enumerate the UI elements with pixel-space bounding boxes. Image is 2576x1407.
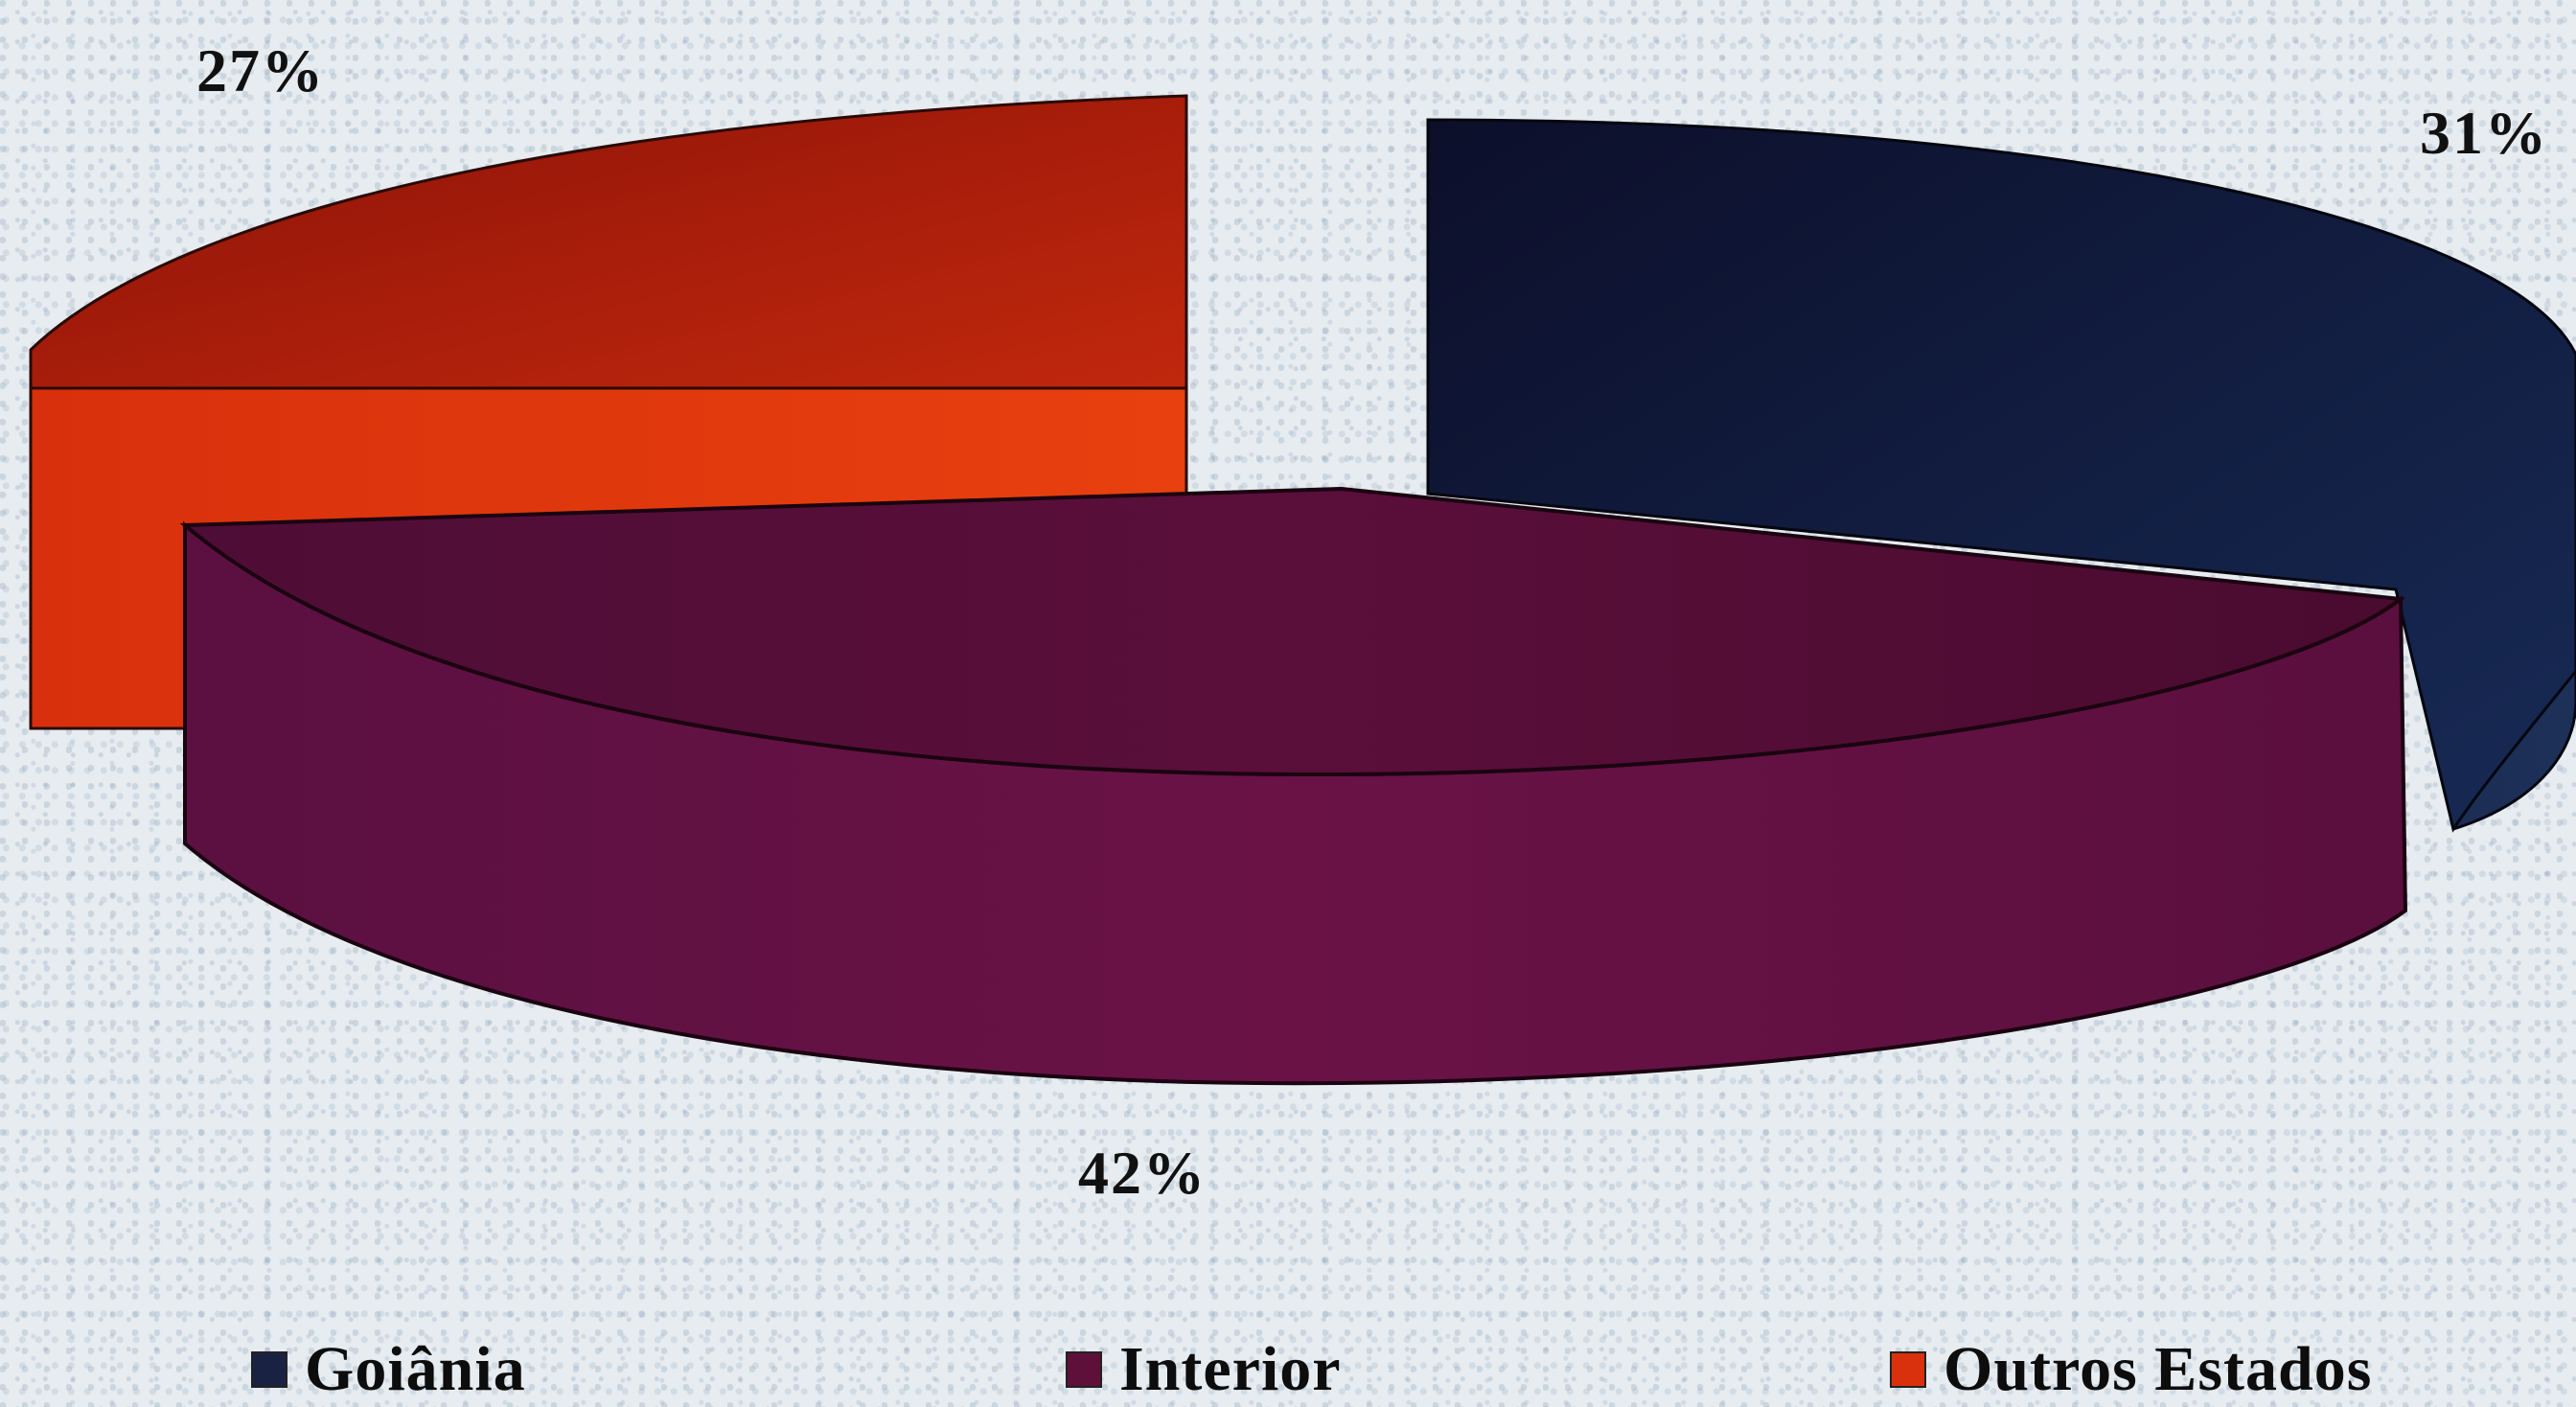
chart-legend: Goiânia Interior Outros Estados (0, 1332, 2576, 1407)
slice-interior-top (179, 486, 2406, 777)
label-outros-estados-pct: 27% (196, 36, 325, 104)
pie-chart: 27% 31% 42% (29, 36, 2576, 1207)
label-goiania-pct: 31% (2420, 99, 2548, 167)
legend-item-goiania: Goiânia (251, 1332, 526, 1407)
legend-swatch-interior (1066, 1351, 1102, 1388)
slice-interior (179, 486, 2408, 1086)
slice-outros-estados-top (29, 94, 1188, 390)
legend-label-interior: Interior (1119, 1334, 1342, 1404)
legend-item-interior: Interior (1066, 1332, 1342, 1407)
label-interior-pct: 42% (1078, 1139, 1207, 1207)
legend-swatch-outros-estados (1890, 1351, 1926, 1388)
legend-swatch-goiania (251, 1351, 288, 1388)
legend-label-outros-estados: Outros Estados (1944, 1334, 2373, 1404)
slice-goiania-top (1426, 118, 2576, 833)
legend-label-goiania: Goiânia (305, 1334, 526, 1404)
legend-item-outros-estados: Outros Estados (1890, 1332, 2372, 1407)
